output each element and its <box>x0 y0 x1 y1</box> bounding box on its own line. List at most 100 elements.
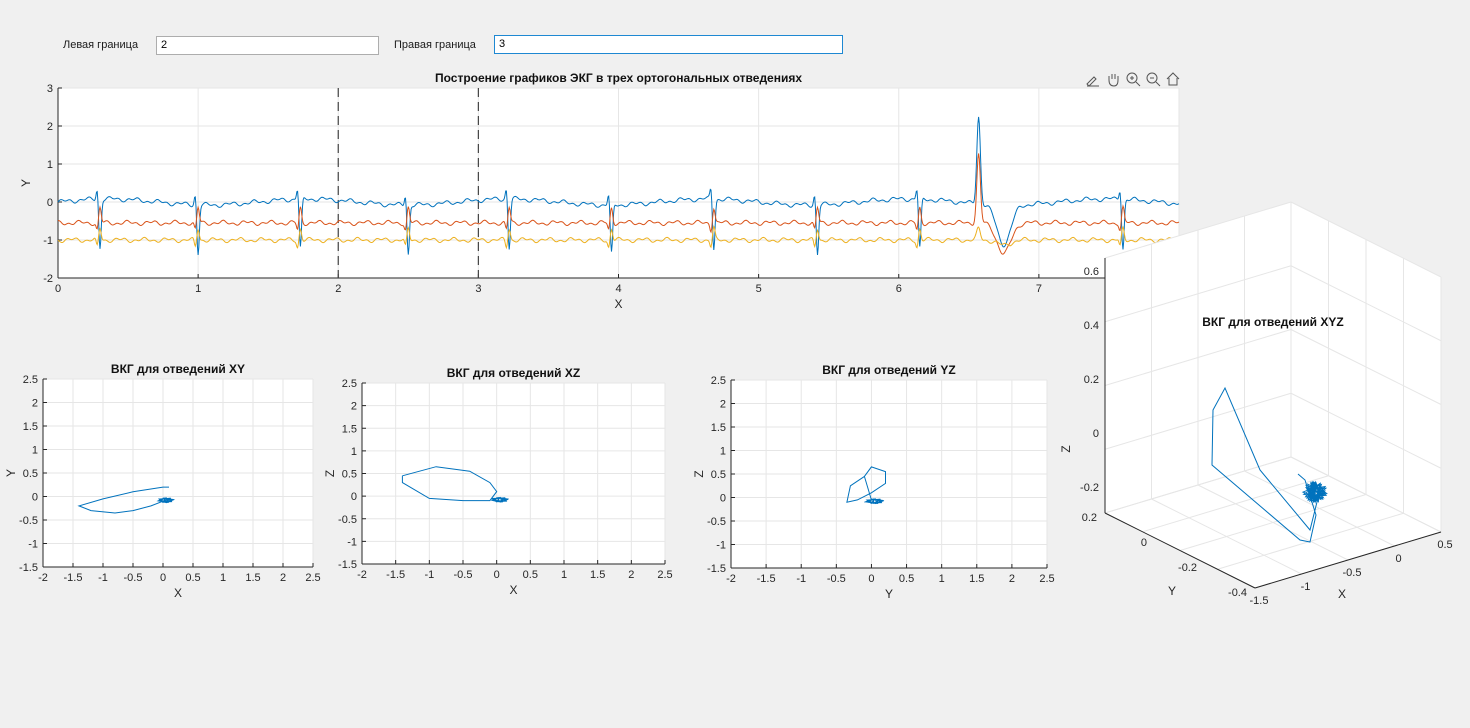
x-tick-label: 2 <box>628 569 634 581</box>
x-tick-label: -1 <box>796 573 806 585</box>
x-tick-label: 2.5 <box>1039 573 1054 585</box>
x-axis-label: Y <box>885 587 893 601</box>
y-tick-label: 2.5 <box>711 375 726 387</box>
x-tick-label: 1 <box>939 573 945 585</box>
x-tick-label: 2 <box>1009 573 1015 585</box>
x-tick-label: 6 <box>896 283 902 295</box>
x-tick-label: -1 <box>1301 581 1311 593</box>
x-tick-label: -2 <box>357 569 367 581</box>
y-tick-label: 1 <box>32 445 38 457</box>
x-axis <box>1254 531 1442 589</box>
x-tick-label: -0.5 <box>827 573 846 585</box>
ecg-series-3 <box>57 225 1180 250</box>
y-tick-label: 2.5 <box>342 378 357 390</box>
y-axis-label: Z <box>692 470 706 477</box>
grid-line <box>1104 456 1292 514</box>
x-tick-label: -0.5 <box>124 572 143 584</box>
y-tick-label: 1.5 <box>342 423 357 435</box>
x-tick-label: 0 <box>494 569 500 581</box>
y-tick-label: 2.5 <box>23 374 38 386</box>
z-tick-label: 0.6 <box>1084 266 1099 278</box>
y-tick-label: -1.5 <box>19 562 38 574</box>
brush-icon[interactable] <box>1084 70 1102 88</box>
y-tick-label: 0 <box>351 491 357 503</box>
x-tick-label: -2 <box>38 572 48 584</box>
vcg-cluster <box>156 497 176 504</box>
grid-line <box>1254 531 1442 589</box>
plot-area <box>58 88 1179 278</box>
x-tick-label: 1.5 <box>969 573 984 585</box>
x-tick-label: 1 <box>195 283 201 295</box>
grid-line <box>1104 456 1292 514</box>
vcg-loop <box>401 466 498 502</box>
zoom-out-icon[interactable] <box>1144 70 1162 88</box>
y-tick-label: -1 <box>43 235 53 247</box>
y-tick-label: -1.5 <box>338 559 357 571</box>
x-axis-label: X <box>1338 587 1346 601</box>
grid-line <box>1104 265 1292 323</box>
y-axis-label: Y <box>19 179 33 187</box>
vcg-cluster <box>865 498 885 505</box>
chart-title: Построение графиков ЭКГ в трех ортогонал… <box>435 71 802 85</box>
y-tick-label: 1.5 <box>711 422 726 434</box>
y-axis <box>1104 512 1256 589</box>
z-tick-label: -0.2 <box>1080 482 1099 494</box>
y-tick-label: 0 <box>1141 537 1147 549</box>
x-tick-label: 1.5 <box>245 572 260 584</box>
x-tick-label: 8 <box>1176 283 1182 295</box>
y-tick-label: -0.5 <box>707 516 726 528</box>
y-tick-label: -2 <box>43 273 53 285</box>
x-tick-label: -1 <box>98 572 108 584</box>
grid-line <box>1142 475 1329 533</box>
y-tick-label: -0.5 <box>19 515 38 527</box>
right-boundary-label: Правая граница <box>394 39 476 51</box>
y-tick-label: -1 <box>347 536 357 548</box>
x-axis-label: X <box>174 586 182 600</box>
right-boundary-input[interactable]: 3 <box>494 35 843 54</box>
y-tick-label: 1 <box>351 446 357 458</box>
x-tick-label: -1 <box>424 569 434 581</box>
x-axis-label: X <box>614 297 622 311</box>
grid-line <box>1290 265 1442 342</box>
grid-line <box>1197 484 1349 561</box>
x-tick-label: 0 <box>868 573 874 585</box>
xyz-cluster <box>1301 480 1328 504</box>
x-tick-label: 0.5 <box>899 573 914 585</box>
x-axis-label: X <box>509 583 517 597</box>
y-tick-label: 0.5 <box>711 469 726 481</box>
axes-toolbar <box>1084 70 1182 88</box>
y-tick-label: -1 <box>716 540 726 552</box>
y-axis-label: Y <box>4 469 18 477</box>
x-tick-label: 4 <box>615 283 621 295</box>
y-tick-label: 1 <box>47 159 53 171</box>
grid-line <box>1290 329 1442 405</box>
y-tick-label: 1.5 <box>23 421 38 433</box>
zoom-in-icon[interactable] <box>1124 70 1142 88</box>
x-tick-label: -1.5 <box>1250 595 1269 607</box>
left-boundary-label: Левая граница <box>63 39 139 51</box>
xyz-loop <box>1211 386 1321 543</box>
y-tick-label: 2 <box>720 399 726 411</box>
x-tick-label: -1.5 <box>386 569 405 581</box>
left-boundary-input[interactable]: 2 <box>156 36 379 55</box>
x-tick-label: 1 <box>561 569 567 581</box>
y-tick-label: 0.5 <box>23 468 38 480</box>
x-tick-label: 7 <box>1036 283 1042 295</box>
y-tick-label: 2 <box>47 121 53 133</box>
chart-title: ВКГ для отведений XZ <box>447 366 580 380</box>
z-tick-label: 0.2 <box>1084 374 1099 386</box>
y-tick-label: 0 <box>47 197 53 209</box>
chart-title: ВКГ для отведений YZ <box>822 363 955 377</box>
x-tick-label: 0.5 <box>1437 539 1452 551</box>
y-tick-label: -1.5 <box>707 563 726 575</box>
x-tick-label: 2 <box>280 572 286 584</box>
chart-title: ВКГ для отведений XYZ <box>1202 315 1343 329</box>
ecg-series-1 <box>57 116 1180 255</box>
pan-icon[interactable] <box>1104 70 1122 88</box>
x-tick-label: 1 <box>220 572 226 584</box>
xyz-floor <box>1105 457 1441 588</box>
grid-line <box>1104 392 1292 450</box>
home-icon[interactable] <box>1164 70 1182 88</box>
y-tick-label: 0 <box>32 492 38 504</box>
